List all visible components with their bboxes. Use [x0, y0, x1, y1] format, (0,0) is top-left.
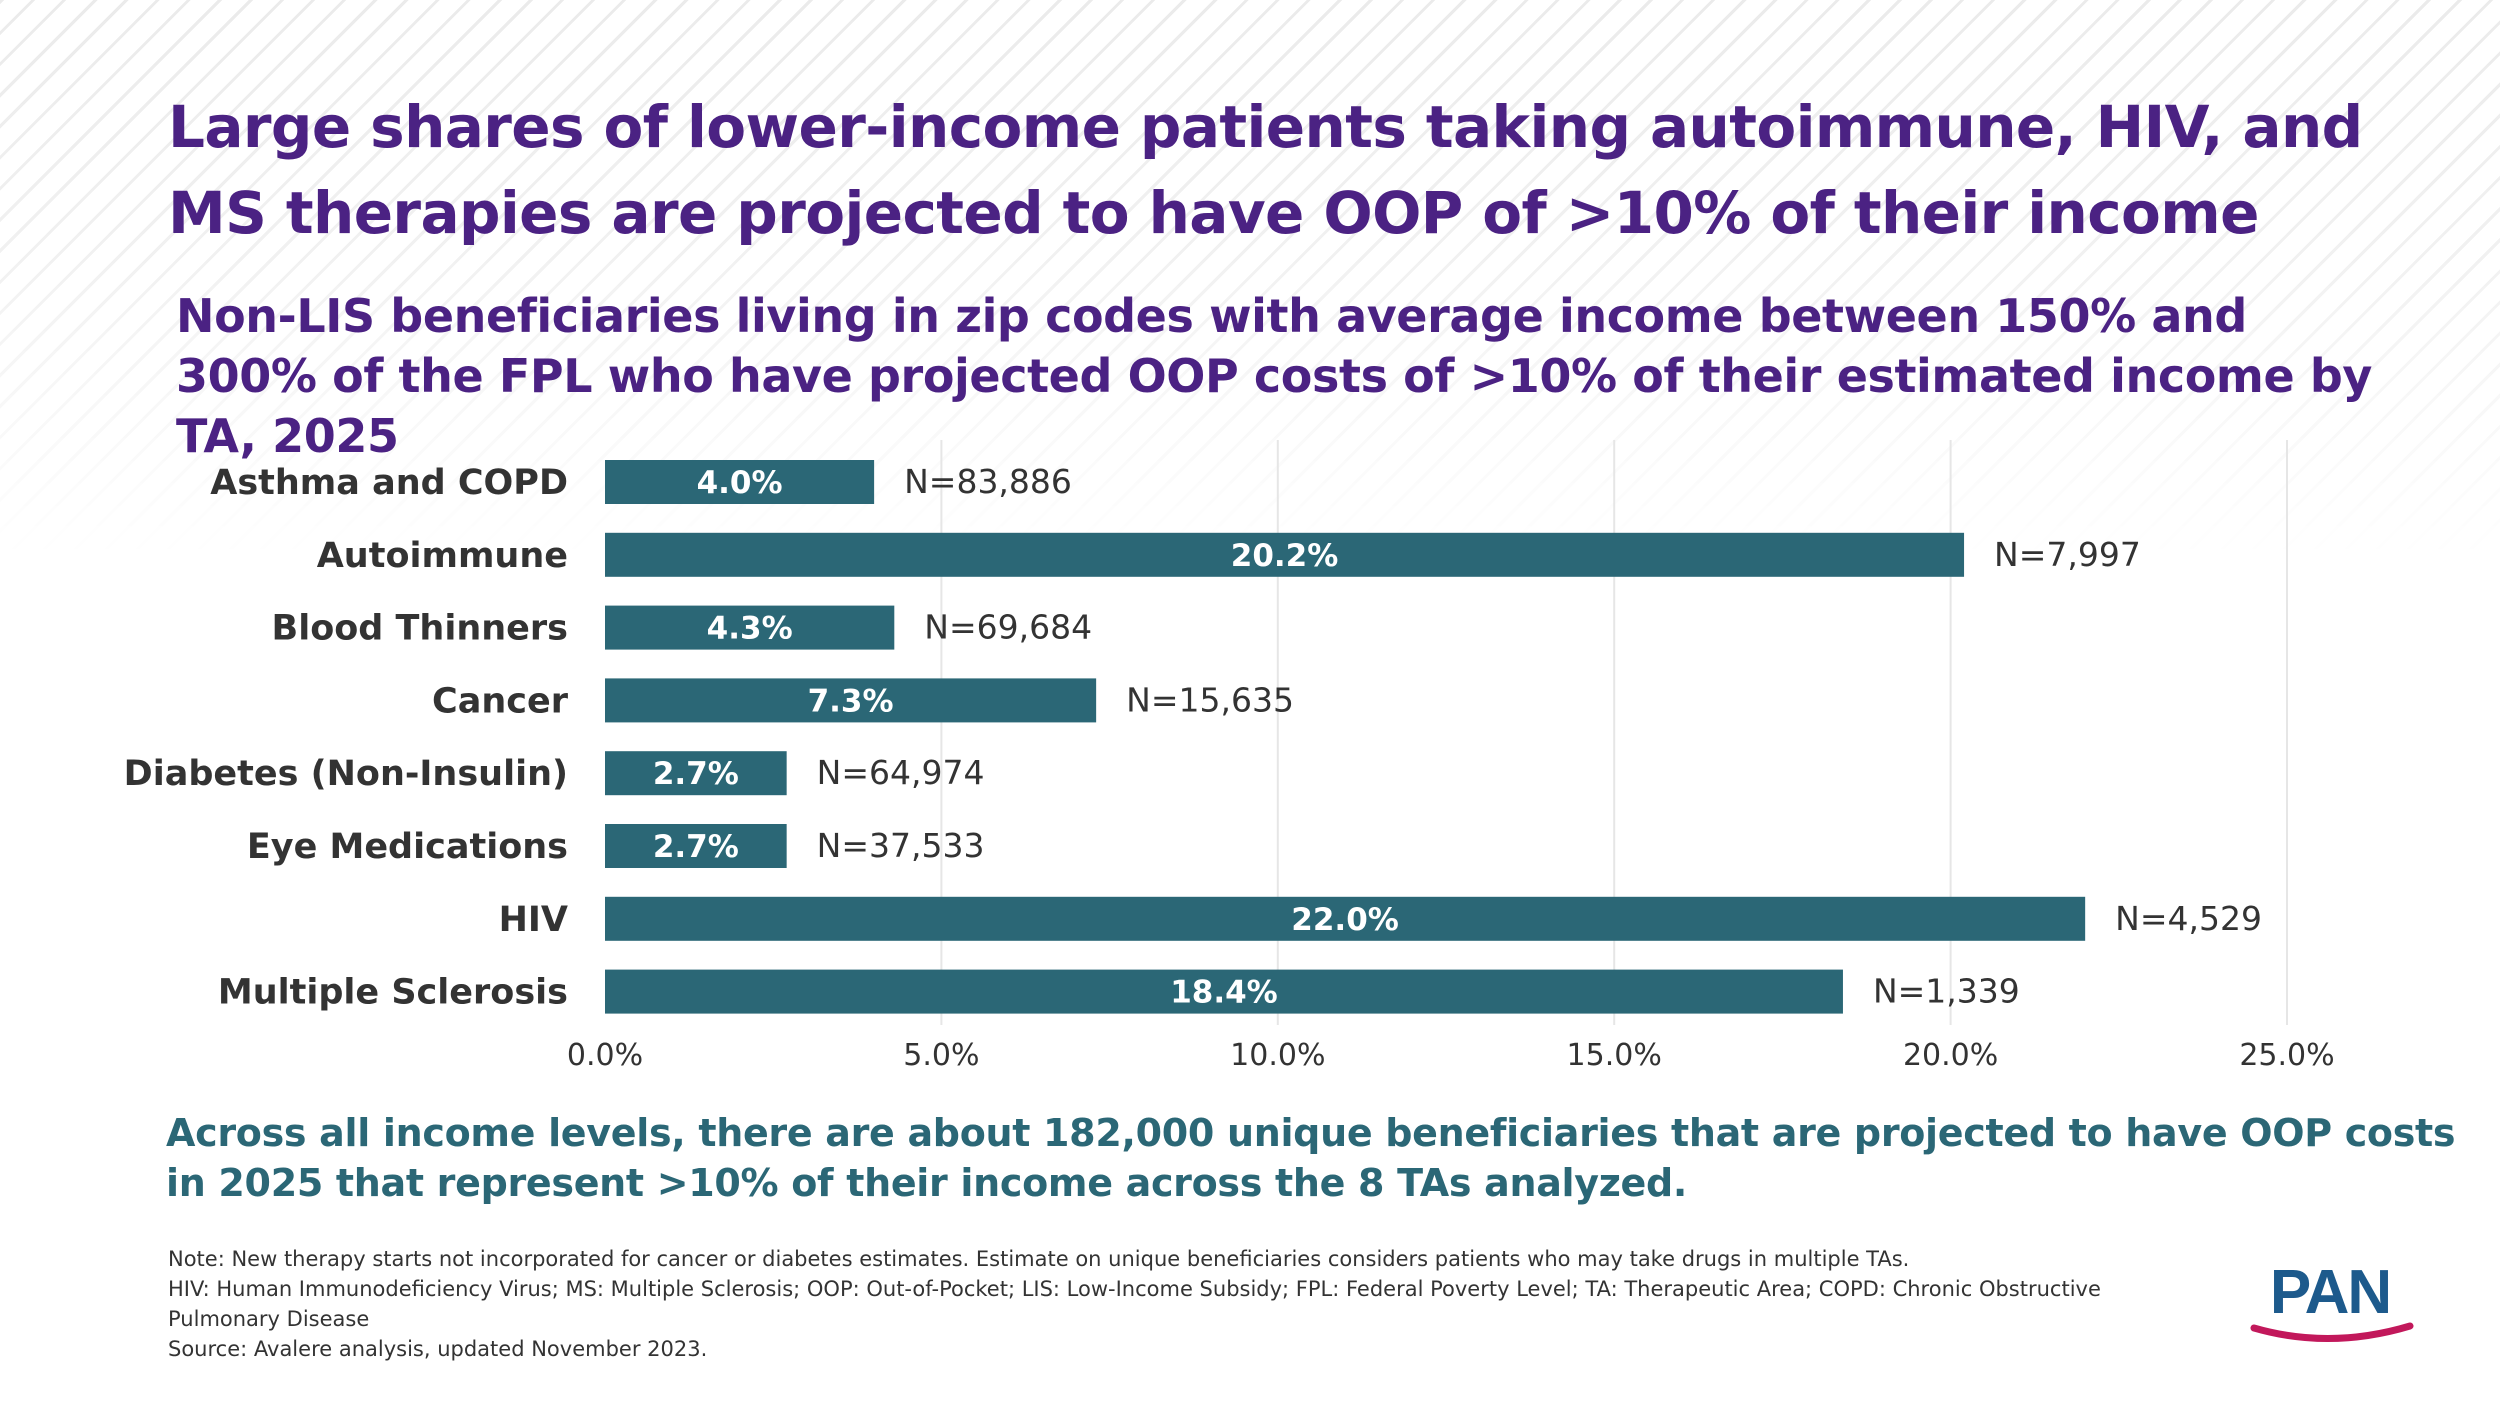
category-label-eye-medications: Eye Medications [247, 827, 568, 867]
x-tick-label: 25.0% [2239, 1038, 2334, 1073]
category-label-blood-thinners: Blood Thinners [272, 609, 568, 649]
abbreviations-text: HIV: Human Immunodeficiency Virus; MS: M… [168, 1277, 2101, 1331]
value-label-hiv: 22.0% [1291, 902, 1399, 938]
n-label-autoimmune: N=7,997 [1994, 535, 2141, 574]
n-label-asthma-and-copd: N=83,886 [904, 462, 1072, 501]
x-tick-label: 5.0% [903, 1038, 979, 1073]
bar-hiv [605, 896, 2086, 941]
category-label-cancer: Cancer [432, 681, 569, 721]
value-label-multiple-sclerosis: 18.4% [1170, 975, 1278, 1011]
bar-asthma-and-copd [605, 460, 875, 504]
n-label-blood-thinners: N=69,684 [924, 608, 1092, 647]
bar-cancer [605, 678, 1097, 723]
bar-multiple-sclerosis [605, 969, 1843, 1014]
n-label-multiple-sclerosis: N=1,339 [1873, 972, 2020, 1011]
footnotes: Note: New therapy starts not incorporate… [168, 1244, 2168, 1364]
value-label-cancer: 7.3% [808, 683, 894, 719]
value-label-autoimmune: 20.2% [1231, 538, 1339, 574]
category-label-hiv: HIV [499, 900, 568, 940]
background-hatch [0, 0, 2500, 560]
x-tick-label: 0.0% [567, 1038, 643, 1073]
key-takeaway: Across all income levels, there are abou… [166, 1111, 2456, 1205]
category-label-asthma-and-copd: Asthma and COPD [210, 463, 568, 503]
source-text: Source: Avalere analysis, updated Novemb… [168, 1337, 708, 1361]
chart-subtitle: Non-LIS beneficiaries living in zip code… [176, 289, 2372, 463]
n-label-diabetes-non-insulin: N=64,974 [817, 753, 985, 792]
category-label-multiple-sclerosis: Multiple Sclerosis [218, 973, 568, 1013]
category-label-diabetes-non-insulin: Diabetes (Non-Insulin) [124, 754, 568, 794]
note-text: Note: New therapy starts not incorporate… [168, 1247, 1910, 1271]
n-label-cancer: N=15,635 [1126, 680, 1294, 719]
pan-logo-text: PAN [2270, 1258, 2390, 1327]
bar-blood-thinners [605, 605, 895, 650]
n-label-hiv: N=4,529 [2115, 899, 2262, 938]
bar-eye-medications [605, 824, 787, 868]
category-label-autoimmune: Autoimmune [317, 536, 568, 576]
value-label-eye-medications: 2.7% [653, 829, 739, 865]
value-label-asthma-and-copd: 4.0% [697, 465, 783, 501]
x-tick-label: 10.0% [1230, 1038, 1325, 1073]
x-tick-label: 15.0% [1567, 1038, 1662, 1073]
n-label-eye-medications: N=37,533 [817, 826, 985, 865]
value-label-diabetes-non-insulin: 2.7% [653, 756, 739, 792]
x-tick-label: 20.0% [1903, 1038, 1998, 1073]
bar-autoimmune [605, 532, 1965, 577]
pan-logo: PAN [2250, 1258, 2414, 1343]
bar-chart: 0.0% 5.0% 10.0% 15.0% 20.0% 25.0% Asthma and C… [124, 440, 2335, 1073]
bar-diabetes-non-insulin [605, 751, 787, 796]
page-title: Large shares of lower-income patients ta… [168, 93, 2363, 247]
pan-logo-arc [2250, 1322, 2414, 1343]
value-label-blood-thinners: 4.3% [707, 611, 793, 647]
